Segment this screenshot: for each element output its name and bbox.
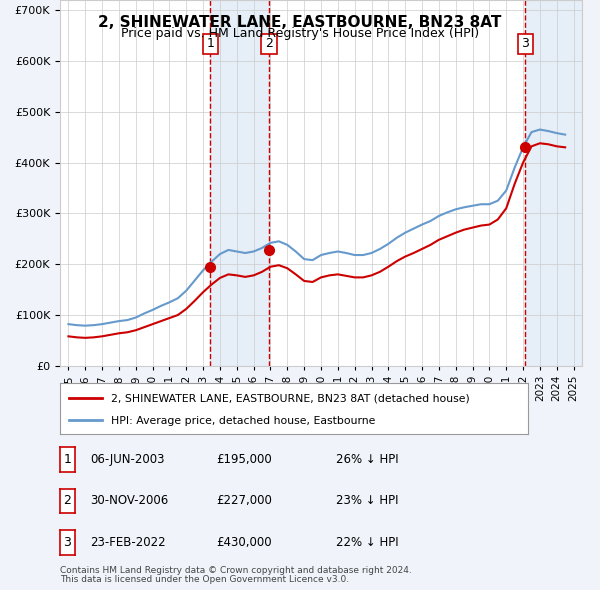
- Text: 1: 1: [206, 37, 214, 50]
- Text: 3: 3: [521, 37, 529, 50]
- Text: £195,000: £195,000: [216, 453, 272, 466]
- Bar: [526, 0, 582, 366]
- Text: 26% ↓ HPI: 26% ↓ HPI: [336, 453, 398, 466]
- Text: 2, SHINEWATER LANE, EASTBOURNE, BN23 8AT: 2, SHINEWATER LANE, EASTBOURNE, BN23 8AT: [98, 15, 502, 30]
- Bar: [211, 0, 269, 366]
- Text: Contains HM Land Registry data © Crown copyright and database right 2024.: Contains HM Land Registry data © Crown c…: [60, 566, 412, 575]
- Text: 23% ↓ HPI: 23% ↓ HPI: [336, 494, 398, 507]
- Text: £430,000: £430,000: [216, 536, 272, 549]
- Text: HPI: Average price, detached house, Eastbourne: HPI: Average price, detached house, East…: [112, 415, 376, 425]
- Text: 23-FEB-2022: 23-FEB-2022: [90, 536, 166, 549]
- Text: 06-JUN-2003: 06-JUN-2003: [90, 453, 164, 466]
- Text: £227,000: £227,000: [216, 494, 272, 507]
- Text: 2, SHINEWATER LANE, EASTBOURNE, BN23 8AT (detached house): 2, SHINEWATER LANE, EASTBOURNE, BN23 8AT…: [112, 394, 470, 404]
- Text: 2: 2: [265, 37, 273, 50]
- Text: This data is licensed under the Open Government Licence v3.0.: This data is licensed under the Open Gov…: [60, 575, 349, 584]
- Text: 1: 1: [64, 453, 71, 466]
- Text: 22% ↓ HPI: 22% ↓ HPI: [336, 536, 398, 549]
- Text: 3: 3: [64, 536, 71, 549]
- Text: 30-NOV-2006: 30-NOV-2006: [90, 494, 168, 507]
- Text: Price paid vs. HM Land Registry's House Price Index (HPI): Price paid vs. HM Land Registry's House …: [121, 27, 479, 40]
- Text: 2: 2: [64, 494, 71, 507]
